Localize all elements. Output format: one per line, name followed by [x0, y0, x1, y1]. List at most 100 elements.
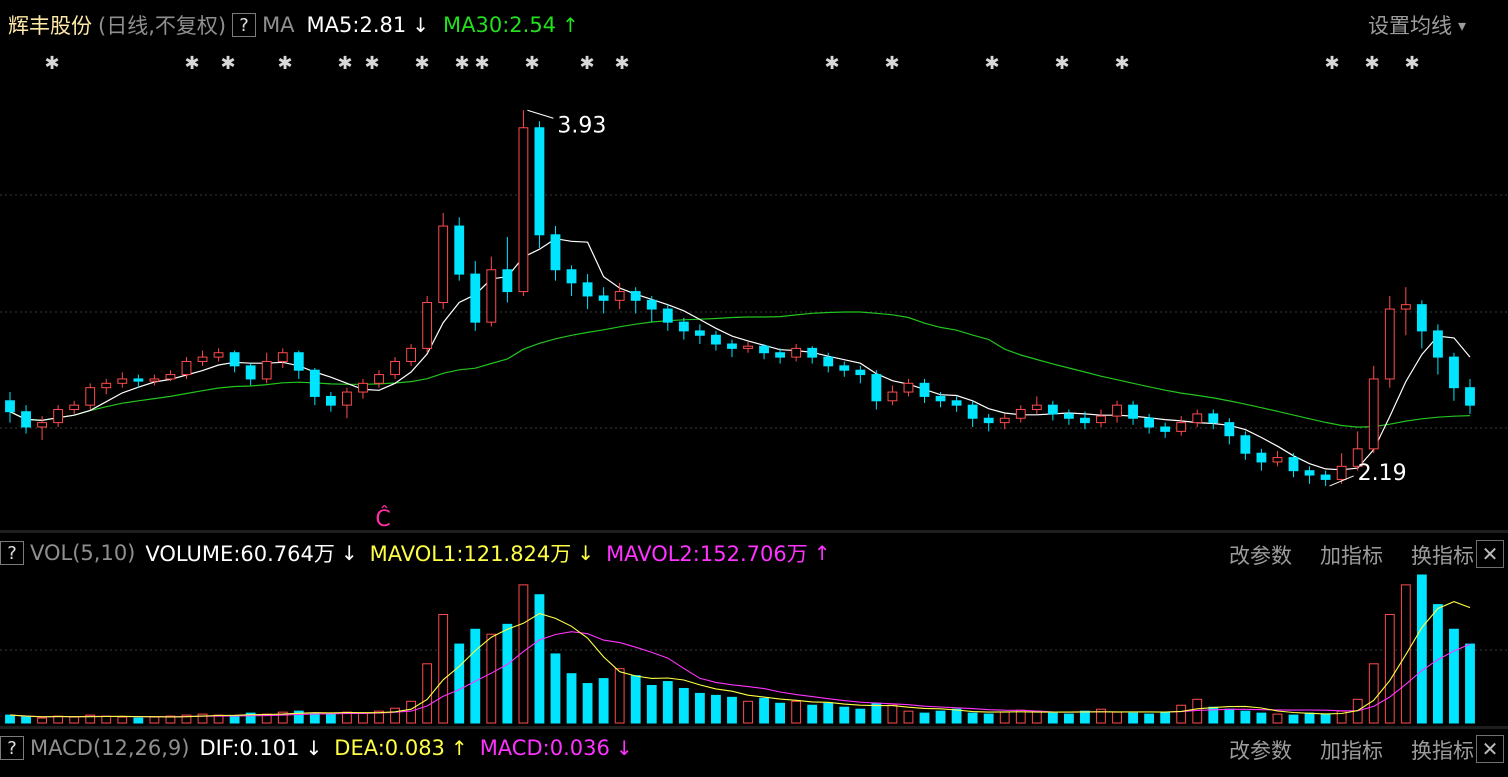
volume-bar-15 — [245, 712, 256, 724]
candle-body-65 — [1047, 404, 1058, 415]
volume-indicator-name: VOL(5,10) — [30, 541, 136, 565]
candle-body-81 — [1304, 470, 1315, 476]
volume-bar-44 — [711, 694, 721, 724]
macd-value: MACD:0.036 — [479, 736, 610, 760]
mavol1-arrow-icon: ↓ — [577, 541, 595, 565]
macd-close-button[interactable]: ✕ — [1476, 735, 1504, 763]
candle-body-46 — [743, 345, 753, 349]
volume-bar-66 — [1063, 713, 1074, 724]
volume-bar-27 — [438, 613, 449, 724]
volume-bar-6 — [101, 715, 112, 724]
volume-bar-28 — [454, 643, 465, 724]
mavol2-arrow-icon: ↑ — [813, 541, 831, 565]
candle-body-47 — [759, 345, 769, 354]
period-label: (日线,不复权) — [98, 14, 227, 38]
signal-star-icon-13: ✱ — [884, 53, 899, 74]
volume-close-button[interactable]: ✕ — [1476, 540, 1504, 568]
signal-star-icon-9: ✱ — [524, 53, 539, 74]
candle-body-64 — [1031, 404, 1042, 411]
ma5-value: MA5:2.81 — [306, 13, 407, 37]
volume-bar-88 — [1416, 574, 1427, 724]
ma5-line — [9, 238, 1471, 471]
candle-body-15 — [245, 365, 256, 380]
volume-bar-57 — [919, 712, 930, 724]
signal-star-icon-2: ✱ — [220, 53, 235, 74]
volume-bar-65 — [1047, 712, 1058, 724]
low-price-label: 2.19 — [1358, 461, 1407, 486]
event-marker-icon: Ĉ — [375, 506, 390, 530]
volume-switch-indicator-button[interactable]: 换指标 — [1411, 544, 1474, 568]
volume-bar-45 — [727, 696, 737, 724]
candle-body-86 — [1384, 308, 1395, 380]
volume-bar-49 — [791, 700, 802, 724]
volume-bar-78 — [1256, 712, 1267, 724]
volume-add-indicator-button[interactable]: 加指标 — [1320, 544, 1383, 568]
price-help-button[interactable]: ? — [232, 13, 257, 37]
volume-bar-67 — [1080, 710, 1090, 724]
candle-body-70 — [1128, 404, 1138, 419]
candle-body-91 — [1465, 387, 1475, 406]
volume-bar-50 — [807, 704, 818, 724]
macd-edit-params-button[interactable]: 改参数 — [1229, 739, 1292, 763]
candle-body-5 — [85, 387, 96, 406]
candle-body-50 — [807, 347, 818, 358]
signal-star-icon-14: ✱ — [984, 53, 999, 74]
candle-body-82 — [1320, 474, 1331, 480]
candle-body-71 — [1144, 417, 1155, 428]
candle-body-44 — [711, 334, 721, 345]
candle-body-14 — [229, 352, 240, 367]
signal-star-icon-8: ✱ — [474, 53, 489, 74]
volume-bar-60 — [967, 712, 978, 724]
candle-body-62 — [999, 417, 1010, 424]
volume-bar-42 — [678, 687, 689, 724]
candle-body-6 — [101, 382, 112, 389]
volume-bar-34 — [550, 653, 561, 724]
candle-body-69 — [1112, 404, 1122, 417]
volume-bar-0 — [5, 714, 15, 724]
volume-bar-12 — [197, 713, 208, 724]
volume-bar-1 — [21, 716, 31, 724]
volume-edit-params-button[interactable]: 改参数 — [1229, 544, 1292, 568]
macd-switch-indicator-button[interactable]: 换指标 — [1411, 739, 1474, 763]
volume-bar-86 — [1384, 613, 1395, 724]
candle-body-90 — [1449, 356, 1459, 389]
macd-add-indicator-button[interactable]: 加指标 — [1320, 739, 1383, 763]
candle-body-1 — [21, 411, 31, 428]
candle-body-54 — [871, 374, 882, 402]
candle-body-48 — [775, 352, 786, 358]
candle-body-13 — [213, 352, 224, 358]
volume-bar-41 — [662, 681, 673, 724]
candle-body-39 — [630, 291, 641, 301]
macd-help-button[interactable]: ? — [0, 736, 24, 760]
candle-body-33 — [534, 127, 545, 236]
macd-indicator-name: MACD(12,26,9) — [30, 736, 190, 760]
volume-bar-31 — [502, 623, 513, 724]
dea-arrow-icon: ↑ — [450, 736, 468, 760]
volume-bar-7 — [117, 716, 128, 724]
dif-value: DIF:0.101 — [199, 736, 300, 760]
volume-bar-23 — [374, 710, 384, 724]
volume-bar-43 — [694, 692, 705, 724]
candle-body-45 — [727, 343, 737, 349]
candle-body-31 — [502, 269, 513, 293]
candle-body-12 — [197, 356, 208, 362]
volume-bar-90 — [1449, 628, 1459, 724]
candle-body-55 — [887, 391, 898, 402]
volume-bar-25 — [406, 700, 417, 724]
volume-bar-79 — [1272, 713, 1283, 724]
candle-body-78 — [1256, 452, 1267, 463]
volume-arrow-icon: ↓ — [340, 541, 358, 565]
candle-body-24 — [390, 360, 400, 376]
high-pointer-arrow — [527, 109, 554, 119]
candle-body-76 — [1224, 422, 1235, 437]
volume-bar-36 — [582, 683, 593, 724]
volume-help-button[interactable]: ? — [0, 541, 24, 565]
candle-body-84 — [1352, 448, 1363, 467]
candle-body-74 — [1192, 413, 1203, 424]
chevron-down-icon: ▾ — [1457, 15, 1466, 35]
settings-ma-button[interactable]: 设置均线 ▾ — [1368, 10, 1472, 40]
candle-body-2 — [37, 422, 47, 428]
dif-arrow-icon: ↓ — [305, 736, 323, 760]
volume-bar-2 — [37, 717, 47, 724]
volume-bar-10 — [165, 715, 176, 724]
